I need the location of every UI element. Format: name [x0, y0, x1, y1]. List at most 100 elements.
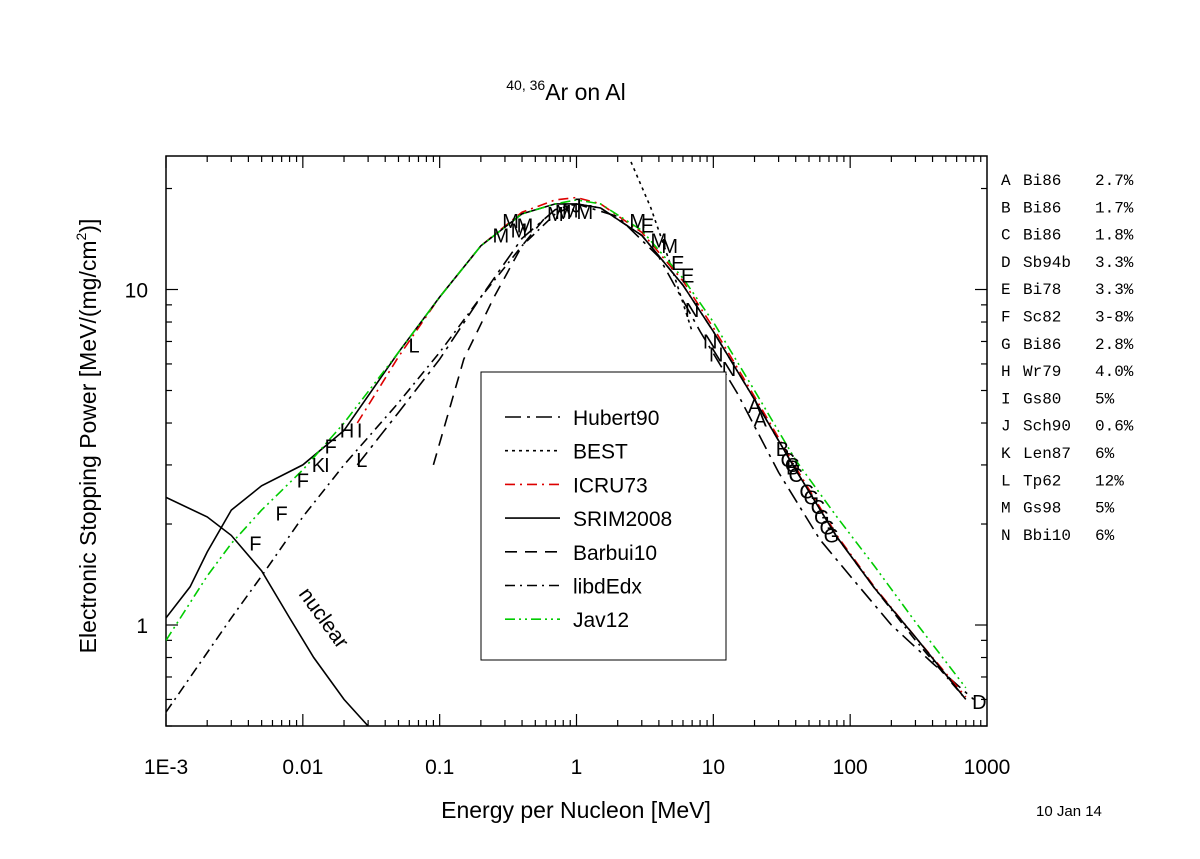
y-tick-label: 1	[136, 615, 148, 638]
reference-error: 6%	[1095, 527, 1115, 545]
data-point-m: M	[661, 236, 678, 258]
chart-title-main: Ar on Al	[545, 79, 626, 105]
reference-code: E	[1001, 281, 1011, 299]
data-point-m: M	[517, 216, 534, 238]
data-point-c: C	[799, 481, 813, 503]
data-point-a: A	[754, 409, 768, 431]
x-tick-label: 100	[833, 756, 868, 779]
x-tick-label: 1	[571, 756, 583, 779]
y-axis-label-pre: Electronic Stopping Power [MeV/(mg/cm	[75, 240, 101, 653]
data-point-g: G	[785, 455, 801, 477]
reference-source: Tp62	[1023, 472, 1061, 490]
reference-error: 2.7%	[1095, 172, 1134, 190]
data-point-n: N	[703, 331, 717, 353]
series-libdedx-line	[166, 203, 967, 713]
data-point-m: M	[511, 220, 528, 242]
data-point-n: N	[709, 345, 723, 367]
data-point-c: C	[788, 465, 802, 487]
reference-source: Bi86	[1023, 172, 1061, 190]
data-point-n: N	[685, 300, 699, 322]
reference-source: Bbi10	[1023, 527, 1071, 545]
data-point-m: M	[547, 204, 564, 226]
reference-source: Bi86	[1023, 227, 1061, 245]
reference-code: D	[1001, 254, 1011, 272]
reference-error: 3-8%	[1095, 309, 1134, 327]
data-point-f: F	[325, 437, 337, 459]
data-point-m: M	[555, 202, 572, 224]
reference-code: C	[1001, 227, 1011, 245]
data-point-f: F	[249, 533, 261, 555]
data-point-b: B	[786, 457, 799, 479]
reference-error: 5%	[1095, 390, 1115, 408]
data-point-d: D	[972, 692, 986, 714]
data-point-g: G	[819, 518, 835, 540]
y-tick-label: 10	[125, 280, 148, 303]
data-point-l: L	[409, 336, 420, 358]
legend-label-srim2008: SRIM2008	[573, 508, 672, 531]
data-point-m: M	[502, 211, 519, 233]
chart-title-sup: 40, 36	[506, 77, 545, 93]
reference-source: Gs98	[1023, 500, 1061, 518]
data-point-a: A	[748, 396, 762, 418]
chart-title: 40, 36Ar on Al	[506, 77, 625, 105]
series-icru73-line	[356, 196, 967, 698]
x-tick-label: 1E-3	[144, 756, 188, 779]
reference-error: 1.7%	[1095, 199, 1134, 217]
data-point-g: G	[824, 525, 840, 547]
reference-code: N	[1001, 527, 1011, 545]
data-point-m: M	[651, 230, 668, 252]
reference-error: 4.0%	[1095, 363, 1134, 381]
reference-error: 12%	[1095, 472, 1124, 490]
y-axis-label-post: )]	[75, 219, 101, 233]
series-best-line	[630, 161, 693, 332]
date-stamp: 10 Jan 14	[1036, 803, 1102, 820]
reference-code: B	[1001, 199, 1011, 217]
reference-error: 3.3%	[1095, 281, 1134, 299]
reference-list: A Bi86 2.7% B Bi86 1.7% C Bi86 1.8% D Sb94b 3.3% E Bi…	[1001, 172, 1134, 545]
reference-error: 3.3%	[1095, 254, 1134, 272]
nuclear-curve-label: nuclear	[294, 583, 353, 652]
data-point-c: C	[781, 450, 795, 472]
reference-code: G	[1001, 336, 1011, 354]
data-point-f: F	[297, 470, 309, 492]
data-point-m: M	[562, 200, 579, 222]
reference-error: 1.8%	[1095, 227, 1134, 245]
x-tick-label: 0.01	[282, 756, 323, 779]
x-axis-label: Energy per Nucleon [MeV]	[441, 797, 711, 823]
reference-code: J	[1001, 418, 1011, 436]
reference-source: Bi86	[1023, 199, 1061, 217]
reference-source: Bi78	[1023, 281, 1061, 299]
data-point-j: J	[572, 195, 582, 217]
legend-label-libdedx: libdEdx	[573, 576, 642, 599]
reference-code: A	[1001, 172, 1011, 190]
data-point-g: G	[804, 487, 820, 509]
data-point-c: C	[811, 497, 825, 519]
reference-error: 0.6%	[1095, 418, 1134, 436]
axis-ticks	[165, 156, 987, 727]
data-point-b: B	[776, 439, 789, 461]
data-point-i: I	[324, 455, 330, 477]
reference-code: H	[1001, 363, 1011, 381]
data-point-i: I	[357, 420, 363, 442]
legend: Hubert90 BEST ICRU73 SRIM2008 Barbui10 libdEd…	[480, 371, 727, 661]
data-point-m: M	[493, 225, 510, 247]
data-point-e: E	[681, 266, 694, 288]
reference-source: Len87	[1023, 445, 1071, 463]
reference-code: I	[1001, 390, 1011, 408]
legend-label-hubert90: Hubert90	[573, 407, 659, 430]
reference-source: Wr79	[1023, 363, 1061, 381]
data-point-m: M	[576, 202, 593, 224]
data-point-k: K	[312, 455, 326, 477]
x-tick-label: 1000	[964, 756, 1011, 779]
data-point-h: H	[340, 420, 354, 442]
x-tick-label: 0.1	[425, 756, 454, 779]
legend-label-barbui10: Barbui10	[573, 542, 657, 565]
data-point-l: L	[356, 450, 367, 472]
reference-error: 5%	[1095, 500, 1115, 518]
reference-source: Bi86	[1023, 336, 1061, 354]
series-jav12-line	[166, 199, 967, 689]
series-barbui10-line	[432, 215, 547, 466]
legend-label-best: BEST	[573, 441, 628, 464]
y-axis-label: Electronic Stopping Power [MeV/(mg/cm2)]	[73, 219, 101, 654]
